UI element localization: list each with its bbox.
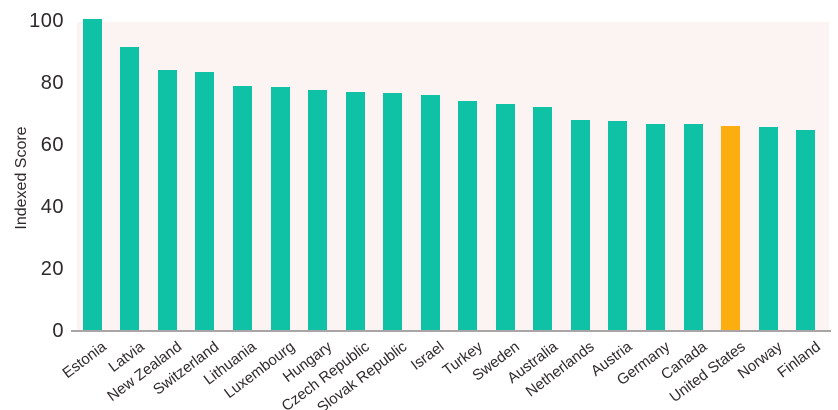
bar-united-states (721, 126, 740, 332)
y-tick-0: 0 (52, 320, 64, 342)
x-label-finland: Finland (774, 338, 824, 382)
bar-turkey (458, 101, 477, 332)
bar-latvia (120, 47, 139, 332)
bar-slovak-republic (383, 93, 402, 332)
bar-australia (533, 107, 552, 332)
y-axis-title: Indexed Score (13, 126, 30, 230)
bar-luxembourg (271, 87, 290, 332)
y-tick-20: 20 (40, 258, 64, 280)
bar-estonia (83, 19, 102, 332)
x-label-estonia: Estonia (59, 338, 110, 382)
bar-switzerland (195, 72, 214, 332)
bar-sweden (496, 104, 515, 332)
y-tick-40: 40 (40, 196, 64, 218)
bar-canada (684, 124, 703, 332)
plot-area-background (77, 22, 829, 332)
bar-austria (608, 121, 627, 332)
x-axis-line (71, 330, 831, 332)
bar-germany (646, 124, 665, 332)
bar-netherlands (571, 120, 590, 332)
bar-finland (796, 130, 815, 332)
bar-israel (421, 95, 440, 332)
y-tick-100: 100 (29, 10, 64, 32)
bar-lithuania (233, 86, 252, 332)
bar-new-zealand (158, 70, 177, 332)
bar-hungary (308, 90, 327, 332)
y-tick-60: 60 (40, 134, 64, 156)
bar-czech-republic (346, 92, 365, 332)
bar-norway (759, 127, 778, 332)
y-tick-80: 80 (40, 72, 64, 94)
